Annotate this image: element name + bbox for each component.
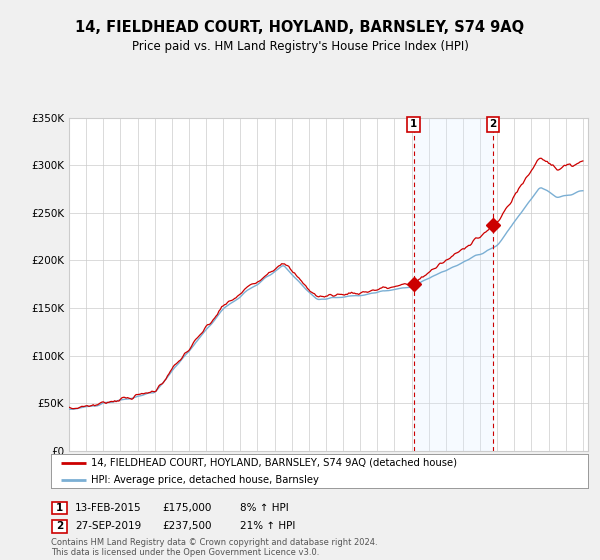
Text: 8% ↑ HPI: 8% ↑ HPI <box>240 503 289 513</box>
Text: 21% ↑ HPI: 21% ↑ HPI <box>240 521 295 531</box>
Text: 13-FEB-2015: 13-FEB-2015 <box>75 503 142 513</box>
Text: £237,500: £237,500 <box>162 521 212 531</box>
Text: 1: 1 <box>56 503 63 513</box>
Text: 14, FIELDHEAD COURT, HOYLAND, BARNSLEY, S74 9AQ: 14, FIELDHEAD COURT, HOYLAND, BARNSLEY, … <box>76 20 524 35</box>
Text: Contains HM Land Registry data © Crown copyright and database right 2024.
This d: Contains HM Land Registry data © Crown c… <box>51 538 377 557</box>
Text: Price paid vs. HM Land Registry's House Price Index (HPI): Price paid vs. HM Land Registry's House … <box>131 40 469 53</box>
Text: 1: 1 <box>410 119 417 129</box>
Text: 2: 2 <box>56 521 63 531</box>
Text: 27-SEP-2019: 27-SEP-2019 <box>75 521 141 531</box>
Bar <box>413 118 493 451</box>
Text: 2: 2 <box>490 119 497 129</box>
Text: HPI: Average price, detached house, Barnsley: HPI: Average price, detached house, Barn… <box>91 475 319 484</box>
Text: 14, FIELDHEAD COURT, HOYLAND, BARNSLEY, S74 9AQ (detached house): 14, FIELDHEAD COURT, HOYLAND, BARNSLEY, … <box>91 458 457 468</box>
Text: £175,000: £175,000 <box>162 503 211 513</box>
